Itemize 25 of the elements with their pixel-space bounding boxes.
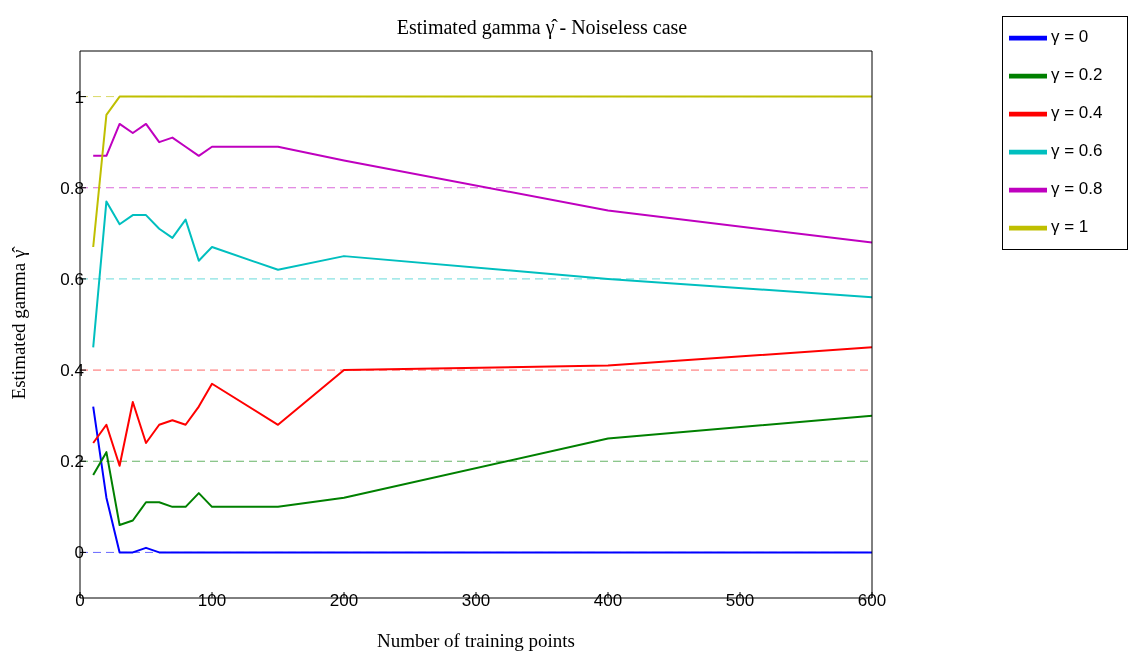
x-tick-label: 200: [329, 591, 359, 611]
line-series: [92, 346, 872, 467]
x-tick-label: 500: [725, 591, 755, 611]
y-axis-title: Estimated gamma γ̂: [7, 246, 29, 400]
x-tick-label: 600: [857, 591, 887, 611]
y-tick-label: 0: [74, 543, 84, 563]
x-tick-label: 400: [593, 591, 623, 611]
legend-label: γ = 0.8: [1051, 179, 1103, 199]
x-tick-label: 300: [461, 591, 491, 611]
y-tick-label: 0.2: [60, 452, 84, 472]
y-tick-label: 0.6: [60, 269, 84, 289]
legend-label: γ = 0: [1051, 27, 1089, 47]
line-series: [92, 122, 872, 244]
y-tick-label: 0.8: [60, 178, 84, 198]
y-tick-label: 0.4: [60, 361, 84, 381]
x-tick-label: 100: [197, 591, 227, 611]
legend-label: γ = 0.2: [1051, 65, 1103, 85]
y-tick-label: 1: [74, 87, 84, 107]
chart-title: Estimated gamma γ̂ - Noiseless case: [395, 16, 689, 39]
legend-label: γ = 0.6: [1051, 141, 1103, 161]
legend-label: γ = 0.4: [1051, 103, 1103, 123]
legend-label: γ = 1: [1051, 217, 1089, 237]
line-series: [92, 414, 872, 527]
x-axis-title: Number of training points: [377, 630, 575, 651]
line-series: [92, 200, 872, 349]
